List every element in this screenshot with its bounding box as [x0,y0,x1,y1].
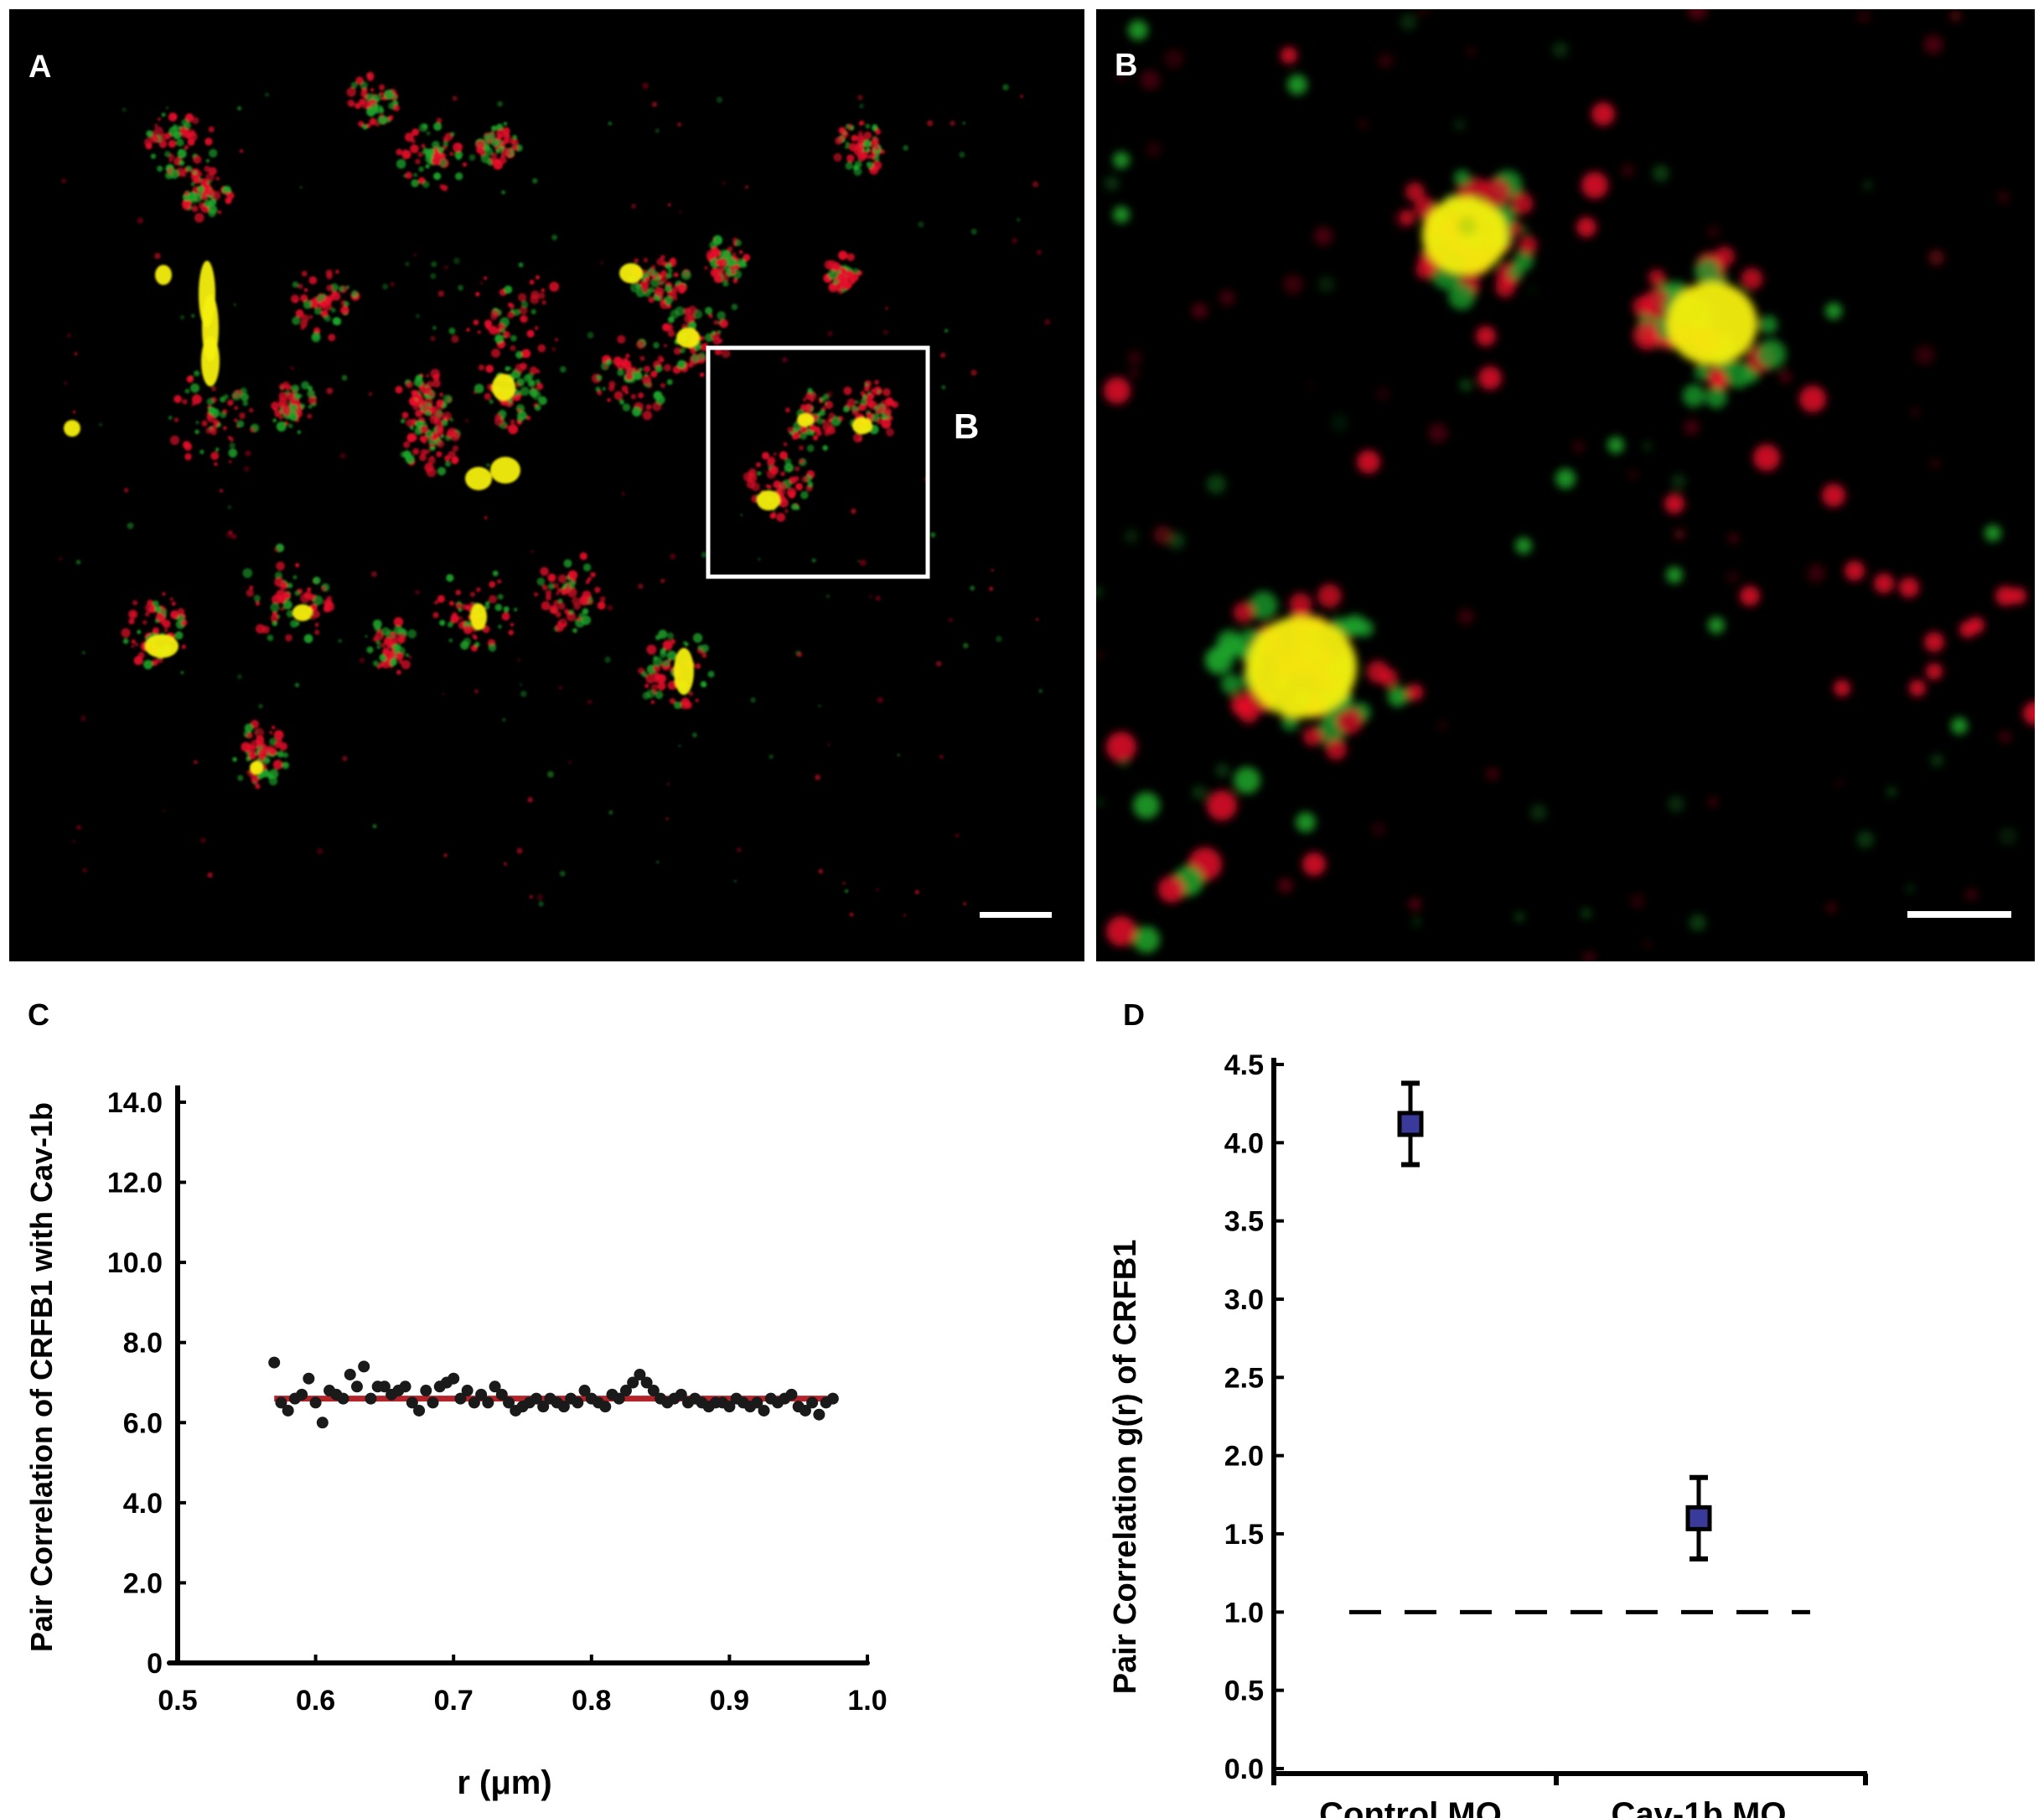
scale-bar [1907,911,2011,918]
data-point [303,1372,315,1385]
data-point [627,1376,639,1389]
data-point [723,1401,736,1413]
data-point [406,1396,418,1409]
data-point [275,1396,287,1409]
data-point [537,1401,550,1413]
data-marker [1685,1505,1712,1531]
micrograph-b-canvas [1096,9,2035,961]
data-point [461,1385,473,1397]
y-tick-label: 4.0 [123,1488,163,1520]
data-point [799,1404,811,1417]
x-tick-label: 1.0 [847,1685,887,1717]
y-tick-label: 8.0 [123,1328,163,1360]
data-point [427,1396,439,1409]
data-point [468,1396,480,1409]
data-point [413,1404,426,1417]
y-tick-label: 12.0 [107,1168,163,1199]
data-point [454,1392,467,1405]
data-point [619,1385,632,1397]
data-point [365,1392,377,1405]
y-tick-label: 3.5 [1224,1206,1264,1238]
data-point [599,1401,612,1413]
data-point [282,1404,294,1417]
data-point [337,1392,349,1405]
panel-letter-b: B [1115,48,1138,83]
y-tick-label: 1.5 [1224,1519,1264,1551]
data-point [358,1360,370,1373]
x-tick-label: 0.9 [710,1685,749,1717]
micrograph-panel-a: A B [9,9,1084,961]
data-marker [1397,1111,1424,1137]
data-point [557,1401,570,1413]
data-point [578,1385,591,1397]
data-point [647,1385,660,1397]
data-point [344,1368,356,1380]
data-point [495,1388,508,1401]
data-point [316,1417,329,1429]
panel-letter-c: C [28,997,49,1032]
y-tick-label: 2.0 [123,1567,163,1599]
chart-c: C Pair Correlation of CRFB1 with Cav-1b … [24,997,887,1801]
data-point [675,1388,687,1401]
x-tick-label: 0.7 [434,1685,473,1717]
data-point [785,1388,798,1401]
y-tick-label: 10.0 [107,1247,163,1279]
y-tick-label: 0 [147,1648,163,1680]
inset-label-b: B [954,407,980,446]
y-axis-label: Pair Correlation g(r) of CRFB1 [1108,1240,1143,1695]
data-point [572,1396,584,1409]
scale-bar [980,912,1052,918]
y-tick-label: 3.0 [1224,1284,1264,1316]
x-axis-label: r (μm) [457,1764,551,1801]
data-point [813,1408,825,1421]
data-point [530,1392,542,1405]
data-point [399,1380,411,1393]
data-point [634,1368,646,1380]
x-category-label: Cav-1b MO [1612,1796,1787,1818]
x-tick-label: 0.5 [158,1685,197,1717]
data-point [482,1396,494,1409]
panel-letter-a: A [28,49,52,85]
data-point [420,1385,432,1397]
data-point [268,1356,281,1369]
y-tick-label: 2.0 [1224,1441,1264,1473]
data-point [613,1392,625,1405]
data-point [640,1376,653,1389]
y-tick-label: 1.0 [1224,1597,1264,1629]
y-tick-label: 14.0 [107,1087,163,1119]
data-point [503,1396,515,1409]
x-category-label: Control MO [1319,1796,1502,1818]
micrograph-panel-b: B [1096,9,2035,961]
data-point [751,1396,763,1409]
data-point [806,1396,819,1409]
x-tick-label: 0.8 [572,1685,611,1717]
y-tick-label: 6.0 [123,1407,163,1439]
micrograph-a-canvas [59,71,1052,918]
data-point [489,1380,501,1393]
y-tick-label: 2.5 [1224,1362,1264,1394]
y-axis-label: Pair Correlation of CRFB1 with Cav-1b [24,1102,59,1652]
y-tick-label: 0.0 [1224,1753,1264,1785]
data-point [826,1392,839,1405]
y-tick-label: 4.0 [1224,1127,1264,1159]
data-point [309,1396,322,1409]
chart-d: D Pair Correlation g(r) of CRFB1 0.0 0.5 1… [1108,997,1868,1818]
data-point [475,1388,488,1401]
data-point [296,1388,308,1401]
y-tick-label: 0.5 [1224,1676,1264,1707]
x-tick-label: 0.6 [296,1685,335,1717]
data-point [378,1380,391,1393]
data-point [758,1404,770,1417]
panel-letter-d: D [1123,997,1145,1032]
data-point [350,1380,363,1393]
inset-box [706,345,930,579]
y-tick-label: 4.5 [1224,1049,1264,1081]
data-point [448,1372,460,1385]
